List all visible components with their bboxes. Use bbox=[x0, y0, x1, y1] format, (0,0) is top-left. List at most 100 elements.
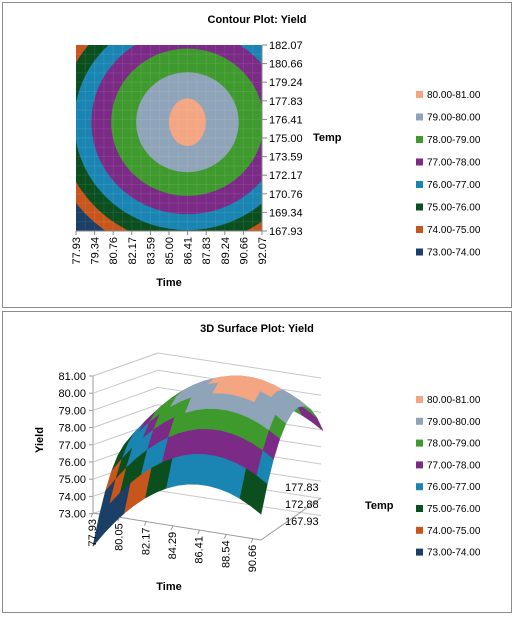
surface-legend-swatch bbox=[416, 461, 423, 469]
contour-x-tick-label: 77.93 bbox=[71, 237, 83, 265]
contour-legend-label: 79.00-80.00 bbox=[427, 113, 481, 124]
contour-legend-label: 77.00-78.00 bbox=[427, 158, 481, 169]
contour-y-tick-label: 177.83 bbox=[269, 96, 303, 108]
surface-wall-grid-left bbox=[92, 386, 159, 411]
contour-x-tick-label: 80.76 bbox=[108, 237, 120, 265]
surface-legend-swatch bbox=[416, 483, 423, 491]
contour-x-tick-label: 82.17 bbox=[127, 237, 139, 265]
surface-wall-grid-back bbox=[157, 352, 322, 379]
surface-legend-label: 77.00-78.00 bbox=[427, 460, 481, 471]
contour-y-ticks: 182.07 180.66 179.24 177.83 176.41 175.00 173.… bbox=[262, 40, 303, 238]
surface-z-axis-title: Yield bbox=[34, 427, 46, 453]
contour-x-ticks: 77.93 79.34 80.76 82.17 83.59 85.00 86.41 87.83… bbox=[71, 231, 269, 265]
contour-legend-swatch bbox=[416, 248, 423, 256]
contour-x-tick-label: 86.41 bbox=[183, 237, 195, 265]
contour-chart-title: Contour Plot: Yield bbox=[208, 14, 307, 26]
contour-legend: 80.00-81.00 79.00-80.00 78.00-79.00 77.00-7… bbox=[416, 90, 481, 259]
surface-z-tick-label: 76.00 bbox=[58, 457, 86, 469]
surface-y-tick-label: 172.88 bbox=[285, 499, 319, 511]
contour-y-tick-label: 170.76 bbox=[269, 189, 303, 201]
contour-legend-swatch bbox=[416, 113, 423, 121]
contour-legend-label: 73.00-74.00 bbox=[427, 248, 481, 259]
contour-x-tick-label: 83.59 bbox=[145, 237, 157, 265]
surface-legend-label: 74.00-75.00 bbox=[427, 526, 481, 537]
contour-region-80.00-81.00 bbox=[169, 98, 206, 146]
contour-legend-swatch bbox=[416, 203, 423, 211]
surface-legend-swatch bbox=[416, 439, 423, 447]
surface-x-tick-mark bbox=[90, 512, 94, 518]
surface-z-tick-label: 77.00 bbox=[58, 440, 86, 452]
surface-z-tick-label: 73.00 bbox=[58, 509, 86, 521]
surface-x-tick-label: 86.41 bbox=[194, 536, 206, 564]
contour-y-tick-label: 180.66 bbox=[269, 59, 303, 71]
surface-legend-swatch bbox=[416, 548, 423, 556]
surface-wall-grid-left bbox=[92, 352, 159, 377]
surface-legend-label: 80.00-81.00 bbox=[427, 395, 481, 406]
surface-x-tick-mark bbox=[250, 538, 254, 543]
surface-x-tick-mark bbox=[170, 525, 174, 531]
surface-z-tick-label: 80.00 bbox=[58, 388, 86, 400]
surface-legend-swatch bbox=[416, 417, 423, 425]
surface-wall-grid-left bbox=[92, 369, 159, 394]
surface-x-tick-label: 88.54 bbox=[220, 540, 232, 568]
surface-z-tick-label: 81.00 bbox=[58, 371, 86, 383]
contour-legend-swatch bbox=[416, 158, 423, 166]
contour-x-tick-label: 89.24 bbox=[220, 237, 232, 265]
surface-legend-swatch bbox=[416, 396, 423, 403]
surface-legend-swatch bbox=[416, 526, 423, 534]
contour-legend-label: 76.00-77.00 bbox=[427, 180, 481, 191]
contour-y-tick-label: 182.07 bbox=[269, 40, 303, 52]
surface-floor-front bbox=[92, 512, 262, 541]
surface-x-tick-label: 90.66 bbox=[247, 545, 259, 573]
contour-plot-panel: Contour Plot: Yield 182.07 180.66 179.24 17… bbox=[2, 2, 512, 308]
contour-legend-label: 80.00-81.00 bbox=[427, 90, 481, 101]
contour-x-tick-label: 87.83 bbox=[201, 237, 213, 265]
surface-legend-label: 78.00-79.00 bbox=[427, 439, 481, 450]
contour-y-tick-label: 179.24 bbox=[269, 77, 303, 89]
surface-z-tick-label: 75.00 bbox=[58, 474, 86, 486]
contour-y-tick-label: 175.00 bbox=[269, 133, 303, 145]
surface-y-tick-label: 167.93 bbox=[285, 516, 319, 528]
contour-legend-swatch bbox=[416, 181, 423, 188]
contour-x-tick-label: 92.07 bbox=[257, 237, 269, 265]
surface-x-tick-label: 84.29 bbox=[167, 532, 179, 560]
contour-y-tick-label: 176.41 bbox=[269, 114, 303, 126]
contour-fill-area bbox=[76, 45, 262, 231]
surface-chart-title: 3D Surface Plot: Yield bbox=[200, 323, 314, 335]
surface-legend-label: 76.00-77.00 bbox=[427, 482, 481, 493]
contour-y-tick-label: 169.34 bbox=[269, 207, 303, 219]
surface-x-tick-label: 77.93 bbox=[87, 519, 99, 547]
surface-y-axis-title: Temp bbox=[365, 500, 394, 512]
contour-legend-label: 75.00-76.00 bbox=[427, 203, 481, 214]
surface-z-ticks: 81.00 80.00 79.00 78.00 77.00 76.00 75.00 74.00… bbox=[58, 371, 93, 521]
contour-y-tick-label: 173.59 bbox=[269, 152, 303, 164]
contour-legend-label: 74.00-75.00 bbox=[427, 225, 481, 236]
contour-legend-swatch bbox=[416, 226, 423, 233]
contour-legend-label: 78.00-79.00 bbox=[427, 135, 481, 146]
surface-wall-grid-left bbox=[92, 404, 159, 429]
surface-x-tick-label: 82.17 bbox=[140, 528, 152, 556]
surface-mesh bbox=[92, 375, 324, 547]
surface-legend-label: 75.00-76.00 bbox=[427, 504, 481, 515]
contour-y-tick-label: 167.93 bbox=[269, 226, 303, 238]
surface-legend: 80.00-81.00 79.00-80.00 78.00-79.00 77.00-7… bbox=[416, 395, 481, 559]
surface-x-tick-mark bbox=[223, 534, 227, 539]
surface-x-axis-title: Time bbox=[156, 581, 181, 593]
surface-plot-svg: 3D Surface Plot: Yield 81.00 80.00 79.00 78… bbox=[34, 323, 481, 593]
surface-x-tick-mark bbox=[197, 529, 201, 535]
contour-x-tick-label: 85.00 bbox=[164, 237, 176, 265]
surface-plot-panel: 3D Surface Plot: Yield 81.00 80.00 79.00 78… bbox=[2, 311, 512, 613]
contour-plot-svg: Contour Plot: Yield 182.07 180.66 179.24 17… bbox=[71, 14, 481, 289]
contour-y-tick-label: 172.17 bbox=[269, 170, 303, 182]
surface-x-tick-mark bbox=[143, 521, 147, 526]
surface-legend-label: 73.00-74.00 bbox=[427, 548, 481, 559]
surface-legend-swatch bbox=[416, 505, 423, 512]
contour-legend-swatch bbox=[416, 136, 423, 143]
surface-wall-grid-back bbox=[157, 490, 322, 517]
surface-y-tick-label: 177.83 bbox=[285, 482, 319, 494]
surface-x-ticks: 77.93 80.05 82.17 84.29 86.41 88.54 90.66 bbox=[87, 512, 259, 573]
contour-grid bbox=[76, 45, 262, 231]
contour-x-tick-label: 90.66 bbox=[238, 237, 250, 265]
surface-z-tick-label: 78.00 bbox=[58, 423, 86, 435]
surface-x-tick-label: 80.05 bbox=[114, 523, 126, 551]
